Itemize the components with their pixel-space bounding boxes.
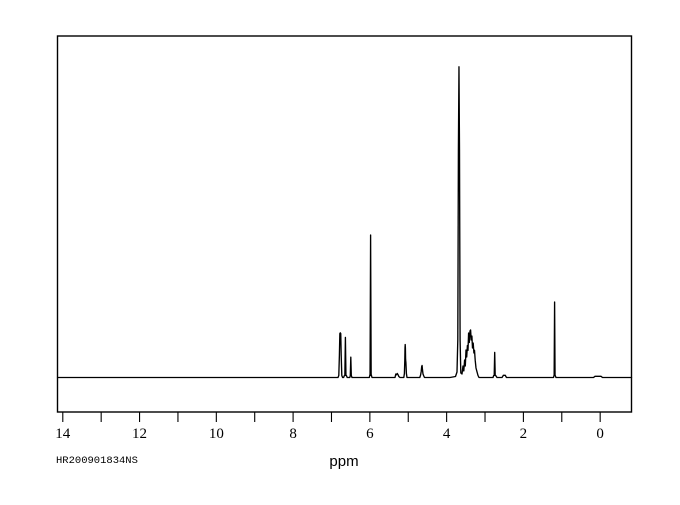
svg-text:ppm: ppm [329,453,358,470]
svg-text:4: 4 [443,426,451,442]
svg-text:10: 10 [209,426,224,442]
svg-text:8: 8 [289,426,297,442]
svg-text:14: 14 [55,426,71,442]
svg-text:6: 6 [366,426,374,442]
svg-text:HR200901834NS: HR200901834NS [56,455,138,467]
svg-text:12: 12 [132,426,147,442]
svg-text:2: 2 [520,426,528,442]
svg-text:0: 0 [596,426,604,442]
